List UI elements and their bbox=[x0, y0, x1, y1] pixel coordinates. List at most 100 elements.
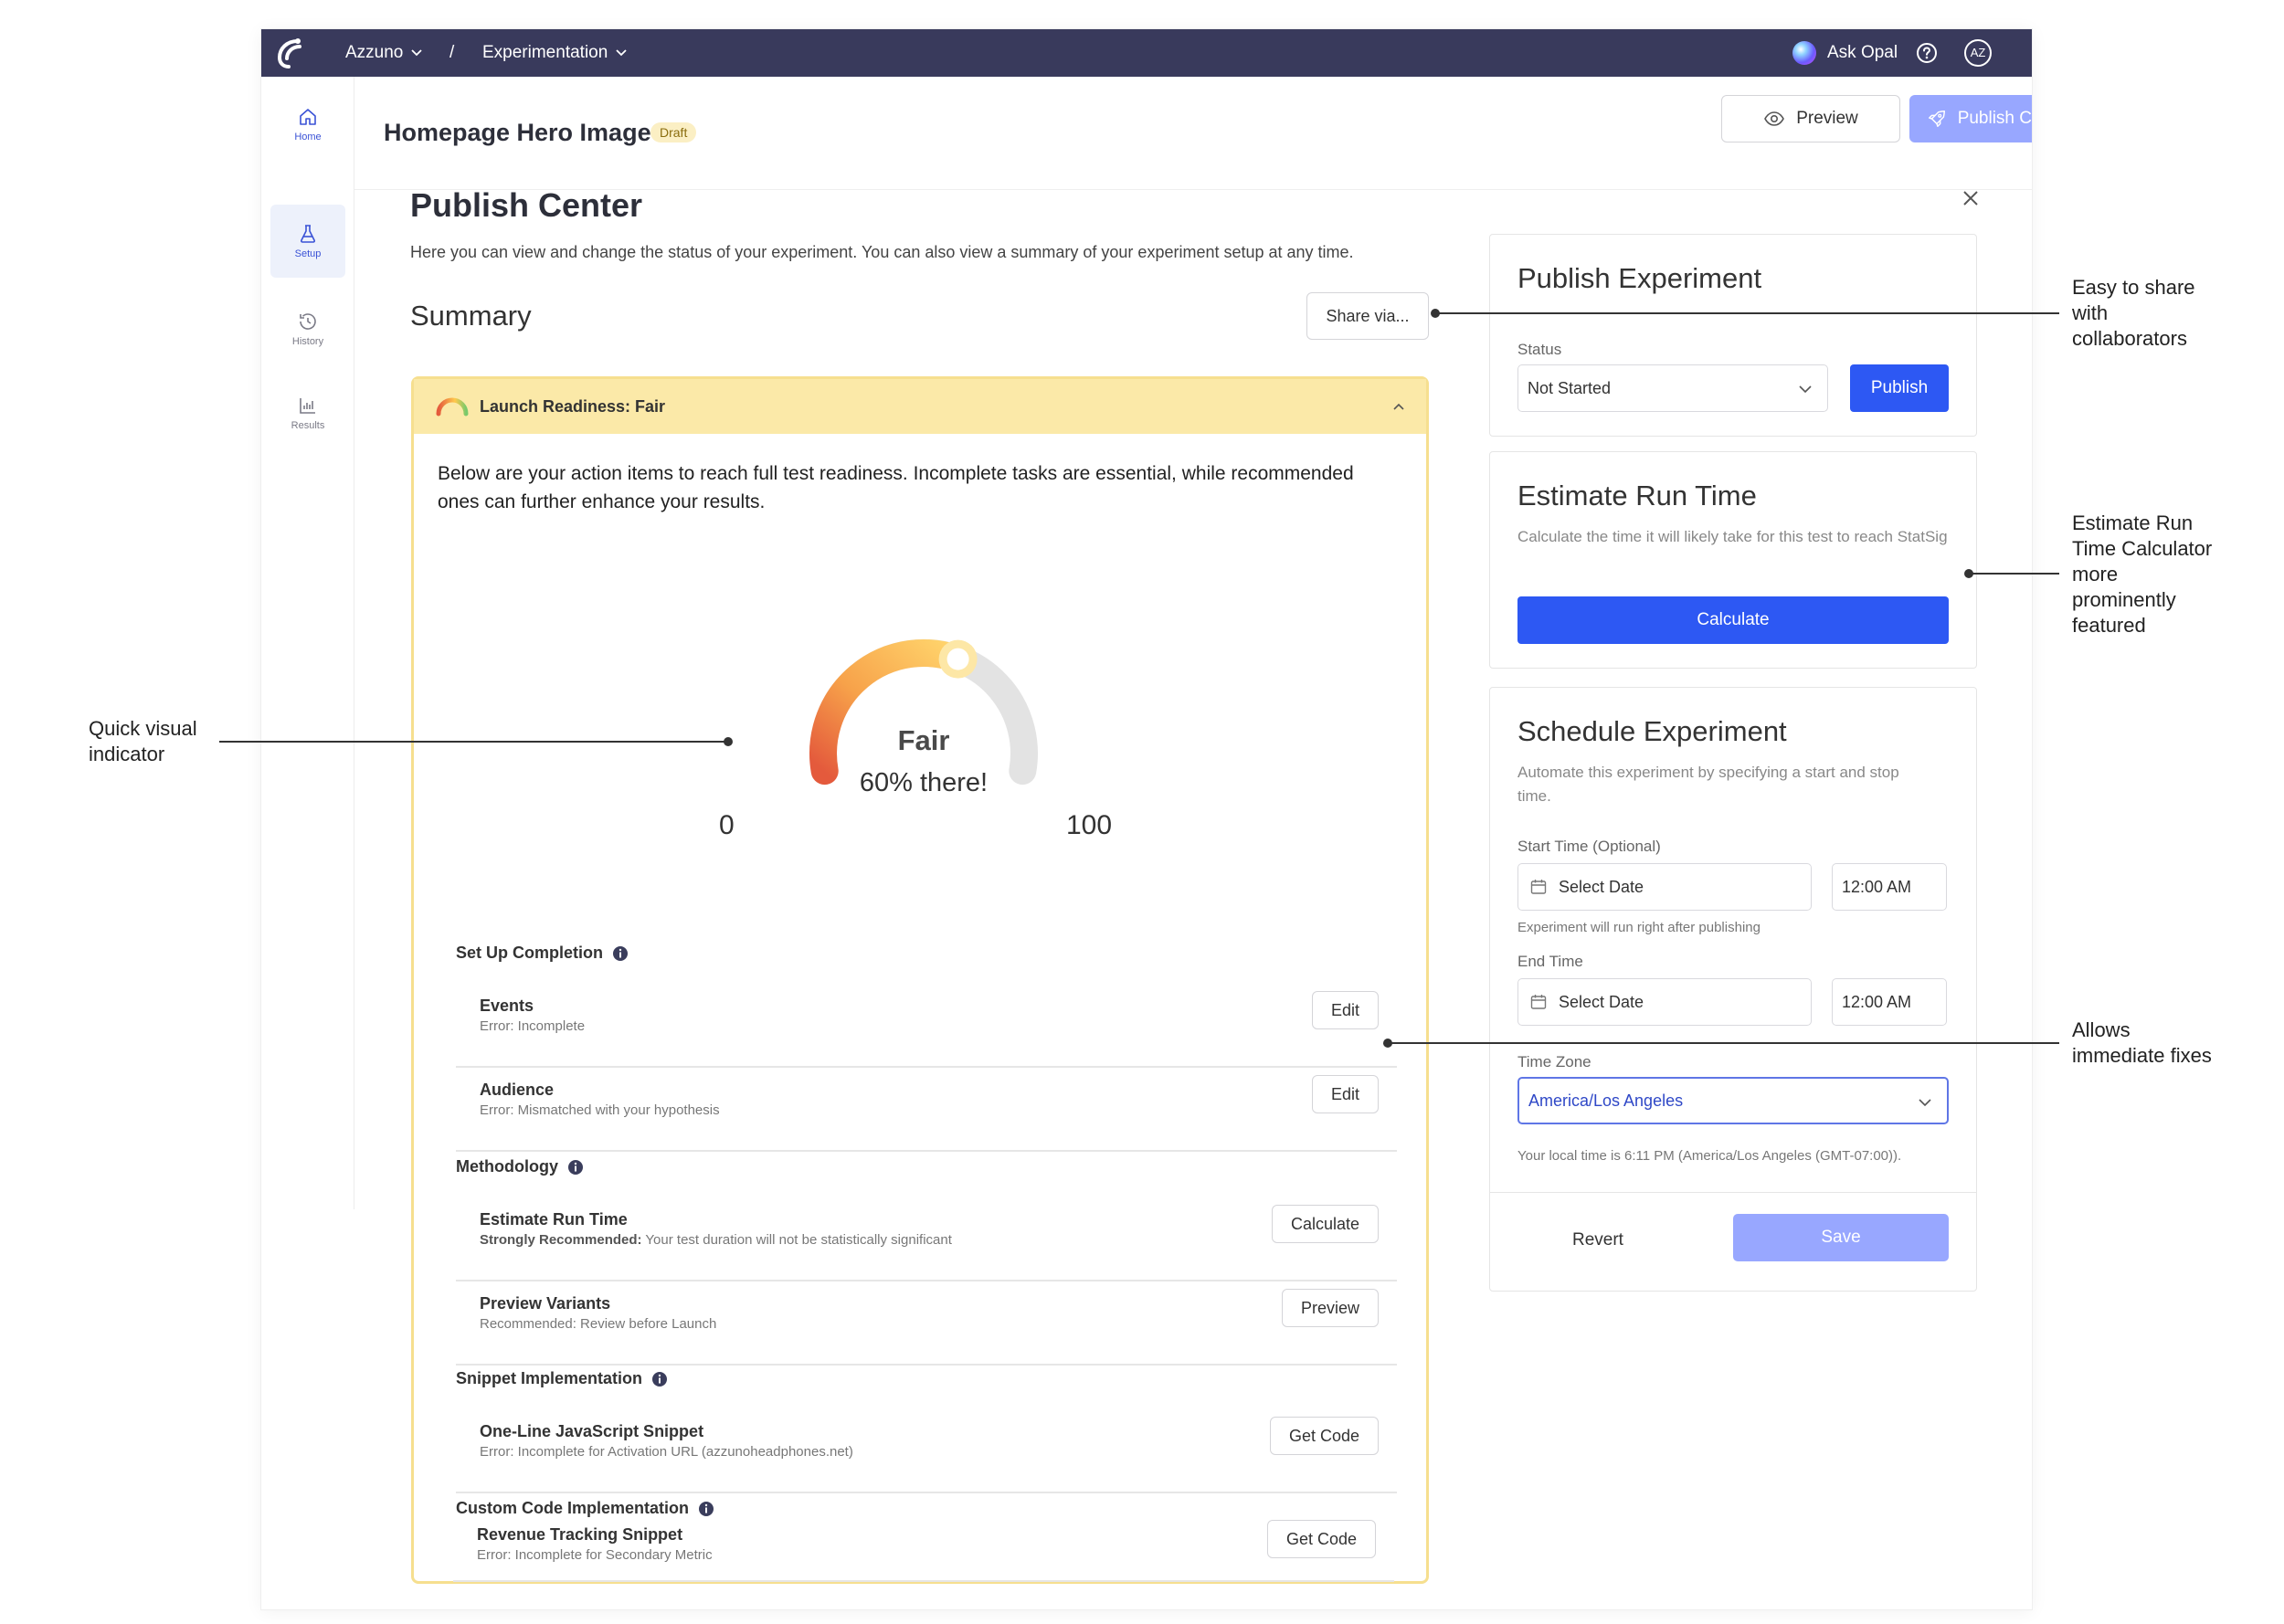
start-date-input[interactable]: Select Date bbox=[1517, 863, 1812, 911]
status-badge: Draft bbox=[650, 122, 697, 142]
get-code-button[interactable]: Get Code bbox=[1269, 1417, 1379, 1455]
annotation-text: immediate fixes bbox=[2072, 1044, 2212, 1067]
publish-experiment-card: Publish Experiment Status Not Started Pu… bbox=[1489, 234, 1977, 437]
sidebar-item-setup[interactable]: Setup bbox=[270, 205, 345, 278]
sidebar-item-results[interactable]: Results bbox=[270, 376, 345, 449]
action-row-preview-variants: Preview Variants Recommended: Review bef… bbox=[456, 1281, 1397, 1366]
chevron-down-icon bbox=[1919, 1099, 1931, 1107]
action-row-audience: Audience Error: Mismatched with your hyp… bbox=[456, 1068, 1397, 1152]
edit-audience-button[interactable]: Edit bbox=[1311, 1075, 1379, 1113]
preview-button[interactable]: Preview bbox=[1721, 95, 1900, 142]
annotation-text: collaborators bbox=[2072, 327, 2187, 350]
annotation-text: Allows bbox=[2072, 1018, 2131, 1041]
end-date-placeholder: Select Date bbox=[1559, 992, 1644, 1011]
action-title: Revenue Tracking Snippet bbox=[477, 1525, 683, 1544]
launch-readiness-header[interactable]: Launch Readiness: Fair bbox=[414, 379, 1426, 434]
readiness-intro: Below are your action items to reach ful… bbox=[438, 463, 1354, 512]
readiness-gauge: Fair 60% there! 0 100 bbox=[704, 598, 1143, 909]
help-icon[interactable] bbox=[1915, 41, 1939, 65]
end-time-label: End Time bbox=[1517, 953, 1583, 970]
history-icon bbox=[300, 313, 316, 330]
ask-opal-button[interactable]: Ask Opal bbox=[1792, 29, 1898, 77]
bar-chart-icon bbox=[300, 398, 315, 414]
annotation-text: with bbox=[2072, 301, 2109, 324]
info-icon[interactable] bbox=[567, 1159, 584, 1176]
action-row-estimate-run-time: Estimate Run Time Strongly Recommended: … bbox=[456, 1197, 1397, 1281]
action-subtitle: Strongly Recommended: Your test duration… bbox=[480, 1232, 952, 1248]
action-row-js-snippet: One-Line JavaScript Snippet Error: Incom… bbox=[456, 1409, 1397, 1493]
local-time-note: Your local time is 6:11 PM (America/Los … bbox=[1517, 1148, 1902, 1164]
page-title: Homepage Hero Image bbox=[384, 119, 651, 146]
sidebar-item-label: Home bbox=[294, 132, 322, 142]
publish-center-description: Here you can view and change the status … bbox=[410, 243, 1354, 261]
action-subtitle-text: Your test duration will not be statistic… bbox=[641, 1232, 952, 1248]
annotation-text: featured bbox=[2072, 614, 2146, 637]
action-title: Estimate Run Time bbox=[480, 1210, 628, 1229]
summary-title: Summary bbox=[410, 300, 532, 332]
preview-label: Preview bbox=[1796, 109, 1858, 128]
org-name: Azzuno bbox=[345, 43, 404, 62]
user-avatar[interactable]: AZ bbox=[1964, 39, 1992, 67]
save-button[interactable]: Save bbox=[1733, 1214, 1949, 1261]
end-date-input[interactable]: Select Date bbox=[1517, 978, 1812, 1026]
info-icon[interactable] bbox=[698, 1501, 714, 1517]
card-description: Automate this experiment by specifying a… bbox=[1517, 764, 1899, 805]
annotation-text: Time Calculator bbox=[2072, 537, 2213, 560]
action-subtitle: Error: Incomplete for Secondary Metric bbox=[477, 1547, 713, 1563]
start-time-input[interactable]: 12:00 AM bbox=[1832, 863, 1947, 911]
annotation-text: Easy to share bbox=[2072, 276, 2195, 299]
section-title: Set Up Completion bbox=[456, 944, 603, 962]
chevron-up-icon[interactable] bbox=[1391, 399, 1406, 414]
annotation-text: Quick visual bbox=[89, 717, 197, 740]
sidebar-item-label: History bbox=[291, 336, 324, 347]
card-title: Estimate Run Time bbox=[1517, 480, 1757, 511]
publish-button[interactable]: Publish bbox=[1850, 364, 1949, 412]
org-switcher[interactable]: Azzuno bbox=[345, 29, 423, 77]
sidebar-item-history[interactable]: History bbox=[270, 292, 345, 365]
chevron-down-icon bbox=[616, 49, 627, 57]
schedule-experiment-card: Schedule Experiment Automate this experi… bbox=[1489, 687, 1977, 1292]
mini-gauge-icon bbox=[436, 397, 469, 417]
gauge-svg bbox=[809, 638, 1038, 786]
gauge-knob-center bbox=[946, 648, 969, 670]
section-switcher[interactable]: Experimentation bbox=[482, 29, 628, 77]
time-zone-value: America/Los Angeles bbox=[1528, 1091, 1684, 1110]
action-subtitle-emphasis: Strongly Recommended: bbox=[480, 1232, 642, 1248]
breadcrumb-separator: / bbox=[449, 43, 455, 62]
launch-readiness-title: Launch Readiness: Fair bbox=[480, 396, 666, 416]
page-header: Homepage Hero Image Draft Preview Publis… bbox=[354, 77, 2032, 190]
sidebar-item-label: Results bbox=[291, 420, 325, 431]
status-select-value: Not Started bbox=[1528, 378, 1612, 397]
info-icon[interactable] bbox=[651, 1371, 668, 1387]
section-name: Experimentation bbox=[482, 43, 608, 62]
card-title: Schedule Experiment bbox=[1517, 715, 1787, 747]
get-code-button[interactable]: Get Code bbox=[1266, 1520, 1376, 1558]
time-zone-select[interactable]: America/Los Angeles bbox=[1517, 1077, 1949, 1124]
start-date-placeholder: Select Date bbox=[1559, 877, 1644, 896]
revert-button[interactable]: Revert bbox=[1572, 1230, 1623, 1250]
annotation-dot bbox=[724, 737, 733, 746]
close-icon[interactable] bbox=[1961, 188, 1981, 208]
annotation-text: more bbox=[2072, 563, 2119, 585]
eye-icon bbox=[1764, 111, 1785, 126]
publish-center-button[interactable]: Publish Center bbox=[1909, 95, 2032, 142]
chevron-down-icon bbox=[411, 49, 423, 57]
card-title: Publish Experiment bbox=[1517, 262, 1762, 294]
annotation-gauge: Quick visual indicator bbox=[89, 716, 197, 767]
info-icon[interactable] bbox=[612, 945, 629, 962]
calendar-icon bbox=[1530, 995, 1547, 1009]
flask-icon bbox=[301, 225, 315, 243]
sidebar-item-home[interactable]: Home bbox=[270, 88, 345, 161]
end-time-input[interactable]: 12:00 AM bbox=[1832, 978, 1947, 1026]
calculate-button[interactable]: Calculate bbox=[1271, 1205, 1379, 1243]
opal-orb-icon bbox=[1792, 41, 1816, 65]
status-select[interactable]: Not Started bbox=[1517, 364, 1828, 412]
action-subtitle: Error: Mismatched with your hypothesis bbox=[480, 1102, 720, 1118]
app-logo-icon[interactable] bbox=[270, 34, 309, 72]
estimate-run-time-card: Estimate Run Time Calculate the time it … bbox=[1489, 451, 1977, 669]
edit-events-button[interactable]: Edit bbox=[1311, 991, 1379, 1029]
preview-variants-button[interactable]: Preview bbox=[1281, 1289, 1379, 1327]
annotation-line bbox=[1434, 312, 2059, 314]
share-button[interactable]: Share via... bbox=[1306, 292, 1429, 340]
calculate-run-time-button[interactable]: Calculate bbox=[1517, 596, 1949, 644]
